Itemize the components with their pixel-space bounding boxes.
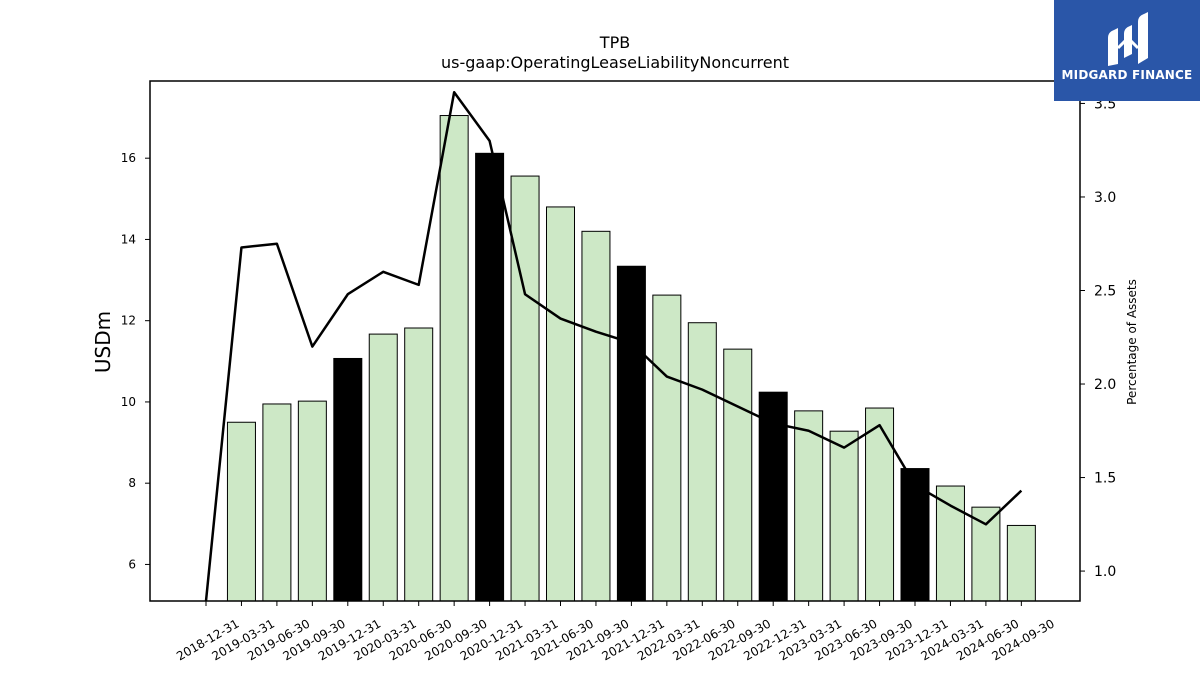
y-right-tick-label: 1.5 [1094, 471, 1116, 487]
bar-2021-12-31 [616, 265, 646, 602]
y-tick-label: 16 [121, 151, 136, 165]
y-tick-label: 8 [128, 476, 136, 490]
bar-2022-12-31 [758, 391, 788, 602]
plot-frame [149, 80, 1081, 602]
bar-2023-03-31 [794, 410, 824, 602]
bar-2022-06-30 [687, 322, 717, 602]
bar-2021-06-30 [546, 206, 575, 602]
bar-2020-09-30 [439, 115, 469, 602]
y-right-tick-label: 3.0 [1094, 190, 1116, 206]
bar-2024-09-30 [1006, 524, 1036, 602]
bar-2022-09-30 [723, 348, 753, 602]
bar-2024-03-31 [935, 485, 965, 602]
bar-2021-09-30 [581, 230, 611, 602]
y-axis-label: USDm [91, 311, 115, 373]
bar-2024-06-30 [971, 506, 1001, 602]
bar-2019-12-31 [333, 357, 363, 602]
y-tick-label: 6 [128, 557, 136, 571]
bar-2020-06-30 [404, 327, 434, 602]
bar-2019-03-31 [226, 421, 256, 602]
line-series [204, 90, 1023, 602]
y-tick-label: 14 [121, 232, 136, 246]
midgard-finance-logo: MIDGARD FINANCE [1054, 0, 1200, 101]
y-axis-right-label: Percentage of Assets [1125, 279, 1139, 405]
bar-2020-03-31 [368, 333, 398, 602]
bar-series [226, 115, 1036, 602]
y-right-tick-label: 2.0 [1094, 377, 1116, 393]
chart-title: TPB [599, 33, 630, 52]
y-right-tick-label: 2.5 [1094, 283, 1116, 299]
bar-2023-09-30 [865, 407, 895, 602]
logo-text: MIDGARD FINANCE [1061, 68, 1193, 82]
bar-2023-12-31 [900, 468, 930, 602]
bar-2021-03-31 [510, 175, 540, 602]
y-right-tick-label: 1.0 [1094, 564, 1116, 580]
percentage-line [204, 90, 1023, 602]
y-tick-label: 12 [121, 314, 136, 328]
bar-2019-09-30 [297, 400, 327, 602]
bar-2023-06-30 [829, 430, 859, 602]
midgard-logo-icon [1108, 12, 1148, 66]
bar-2020-12-31 [475, 152, 505, 602]
bar-2022-03-31 [652, 294, 682, 602]
bar-2019-06-30 [262, 403, 292, 602]
y-tick-label: 10 [121, 395, 136, 409]
chart-subtitle: us-gaap:OperatingLeaseLiabilityNoncurren… [441, 53, 789, 72]
